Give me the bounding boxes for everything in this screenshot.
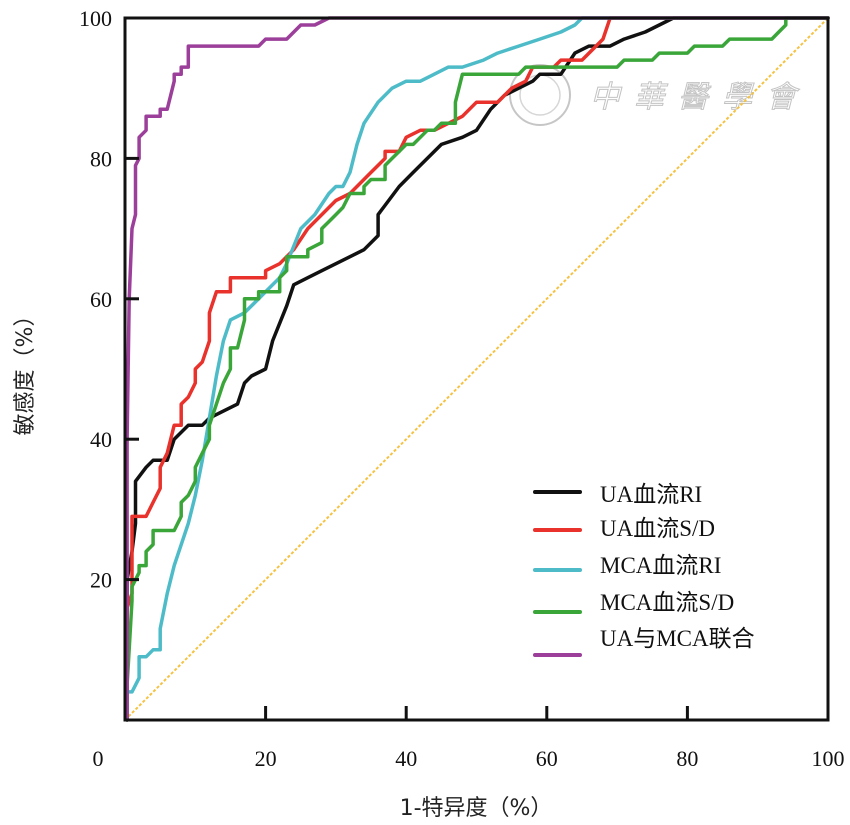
y-axis-title: 敏感度（%）	[13, 305, 38, 436]
x-tick-label: 80	[676, 746, 698, 771]
legend-label: MCA血流RI	[600, 553, 721, 578]
x-tick-label: 0	[93, 746, 104, 771]
y-tick-label: 100	[79, 6, 112, 31]
legend-label: MCA血流S/D	[600, 590, 734, 615]
series-layer	[124, 16, 830, 722]
y-tick-label: 80	[90, 146, 112, 171]
legend-label: UA与MCA联合	[600, 626, 755, 651]
y-tick-label: 40	[90, 427, 112, 452]
series-line-2	[125, 16, 830, 722]
series-line-3	[125, 16, 830, 722]
y-tick-label: 60	[90, 287, 112, 312]
legend: UA血流RI UA血流S/D MCA血流RI MCA血流S/D UA与MCA联合	[533, 482, 755, 657]
watermark-text: 中華醫學會	[590, 80, 810, 115]
y-axis: 20 40 60 80 100	[79, 6, 139, 593]
plot-frame	[123, 16, 830, 722]
x-axis: 0 20 40 60 80 100	[93, 706, 845, 771]
y-tick-label: 20	[90, 568, 112, 593]
watermark-emblem-icon	[509, 64, 571, 126]
x-tick-label: 20	[255, 746, 277, 771]
legend-label: UA血流RI	[600, 482, 702, 507]
x-tick-label: 40	[395, 746, 417, 771]
x-axis-title: 1-特异度（%）	[400, 796, 553, 821]
x-tick-label: 60	[536, 746, 558, 771]
legend-label: UA血流S/D	[600, 516, 715, 541]
x-tick-label: 100	[812, 746, 845, 771]
series-line-4	[125, 16, 830, 722]
reference-diagonal-line	[124, 17, 829, 721]
series-line-1	[125, 16, 830, 722]
watermark: 中華醫學會	[509, 64, 810, 126]
